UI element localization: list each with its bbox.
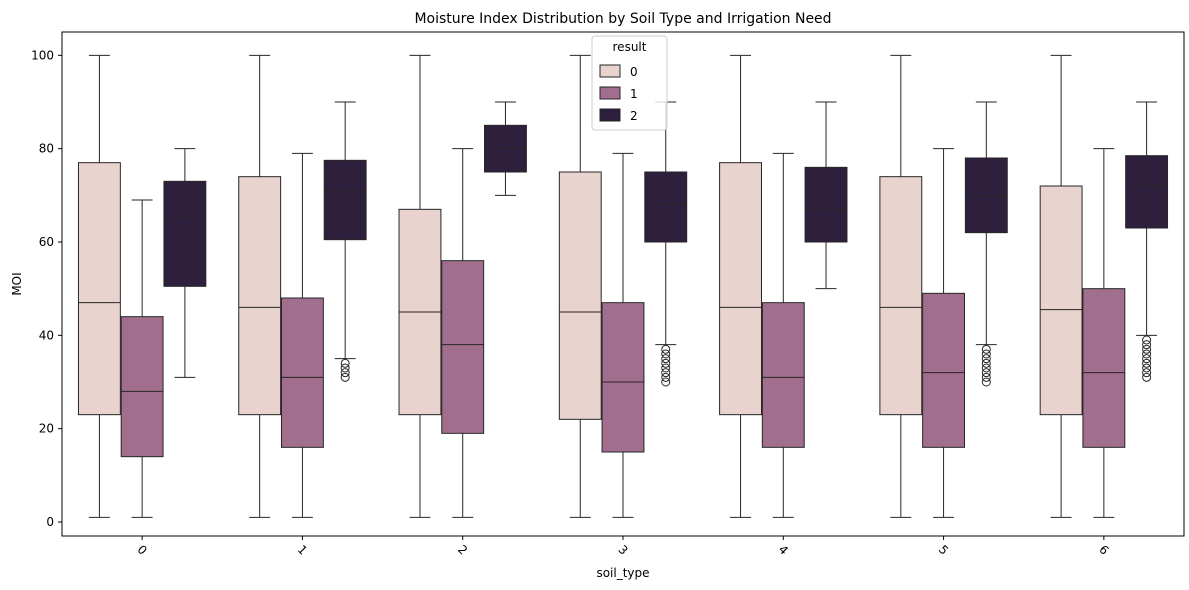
- box-2-result-1: [441, 148, 485, 518]
- outlier-point: [1142, 354, 1152, 364]
- x-tick-label: 6: [1096, 542, 1111, 557]
- y-axis: 0 20 40 60 80 100: [31, 48, 62, 529]
- outlier-point: [1142, 372, 1152, 382]
- outlier-point: [661, 344, 671, 354]
- box-iqr: [77, 162, 121, 416]
- box-iqr: [1082, 288, 1126, 448]
- box-iqr: [922, 292, 966, 448]
- box-iqr: [719, 162, 762, 416]
- outlier-point: [1142, 340, 1152, 350]
- x-tick-label: 5: [936, 542, 951, 557]
- outlier-point: [661, 377, 671, 387]
- box-iqr: [441, 260, 485, 434]
- box-iqr: [761, 302, 805, 448]
- x-axis-label: soil_type: [596, 566, 649, 580]
- box-iqr: [804, 166, 848, 243]
- legend: result 0 1 2: [591, 35, 668, 131]
- box-2-result-2: [484, 101, 527, 196]
- box-6-result-0: [1039, 54, 1083, 518]
- outlier-point: [981, 349, 991, 359]
- box-0-result-2: [163, 148, 207, 378]
- outlier-point: [981, 377, 991, 387]
- box-iqr: [1039, 185, 1083, 416]
- y-tick-label: 40: [39, 328, 54, 342]
- x-axis: 0 1 2 3 4 5 6: [134, 536, 1112, 558]
- outlier-point: [981, 344, 991, 354]
- box-iqr: [280, 297, 324, 448]
- box-1-result-1: [280, 152, 324, 518]
- outlier-point: [661, 354, 671, 364]
- box-iqr: [323, 159, 367, 241]
- outlier-point: [661, 363, 671, 373]
- box-0-result-0: [77, 54, 121, 518]
- box-2-result-0: [398, 54, 442, 518]
- box-4-result-2: [804, 101, 848, 290]
- outlier-point: [340, 372, 350, 382]
- box-1-result-2: [323, 101, 367, 382]
- legend-entry: 0: [630, 65, 638, 79]
- outlier-point: [1142, 344, 1152, 354]
- chart-title: Moisture Index Distribution by Soil Type…: [414, 11, 831, 27]
- legend-entry: 2: [630, 109, 638, 123]
- box-3-result-0: [558, 54, 602, 518]
- legend-entry: 1: [630, 87, 638, 101]
- box-iqr: [644, 171, 688, 243]
- box-iqr: [163, 180, 207, 287]
- y-tick-label: 100: [31, 48, 54, 62]
- y-tick-label: 0: [46, 515, 54, 529]
- outlier-point: [1142, 368, 1152, 378]
- outlier-point: [1142, 349, 1152, 359]
- y-tick-label: 80: [39, 142, 54, 156]
- x-tick-label: 4: [776, 542, 791, 557]
- legend-swatch: [599, 64, 621, 78]
- outlier-point: [981, 354, 991, 364]
- outlier-point: [661, 349, 671, 359]
- x-tick-label: 2: [455, 542, 470, 557]
- outlier-point: [661, 358, 671, 368]
- legend-swatch: [599, 108, 621, 122]
- box-4-result-1: [761, 152, 805, 518]
- outlier-point: [981, 372, 991, 382]
- box-0-result-1: [120, 199, 164, 518]
- legend-swatch: [599, 86, 621, 100]
- box-iqr: [601, 302, 645, 453]
- outlier-point: [340, 358, 350, 368]
- box-3-result-2: [644, 101, 688, 387]
- y-axis-label: MOI: [10, 272, 24, 295]
- x-tick-label: 1: [295, 542, 310, 557]
- x-tick-label: 3: [615, 542, 630, 557]
- box-5-result-0: [879, 54, 923, 518]
- outlier-point: [981, 358, 991, 368]
- box-iqr: [879, 176, 923, 416]
- outlier-point: [340, 368, 350, 378]
- plot-area: [77, 54, 1169, 518]
- box-1-result-0: [238, 54, 282, 518]
- box-iqr: [120, 316, 164, 458]
- outlier-point: [1142, 335, 1152, 345]
- outlier-point: [661, 368, 671, 378]
- box-5-result-1: [922, 148, 966, 518]
- y-tick-label: 20: [39, 422, 54, 436]
- box-iqr: [558, 171, 602, 420]
- y-tick-label: 60: [39, 235, 54, 249]
- box-4-result-0: [719, 54, 762, 518]
- box-5-result-2: [964, 101, 1008, 387]
- outlier-point: [981, 363, 991, 373]
- legend-title: result: [613, 40, 647, 54]
- box-6-result-1: [1082, 148, 1126, 518]
- outlier-point: [981, 368, 991, 378]
- box-iqr: [238, 176, 282, 416]
- outlier-point: [340, 363, 350, 373]
- box-iqr: [1125, 155, 1169, 229]
- outlier-point: [1142, 363, 1152, 373]
- x-tick-label: 0: [134, 542, 149, 557]
- legend-frame: [591, 35, 668, 131]
- outlier-point: [1142, 358, 1152, 368]
- outlier-point: [661, 372, 671, 382]
- box-3-result-1: [601, 152, 645, 518]
- box-6-result-2: [1125, 101, 1169, 382]
